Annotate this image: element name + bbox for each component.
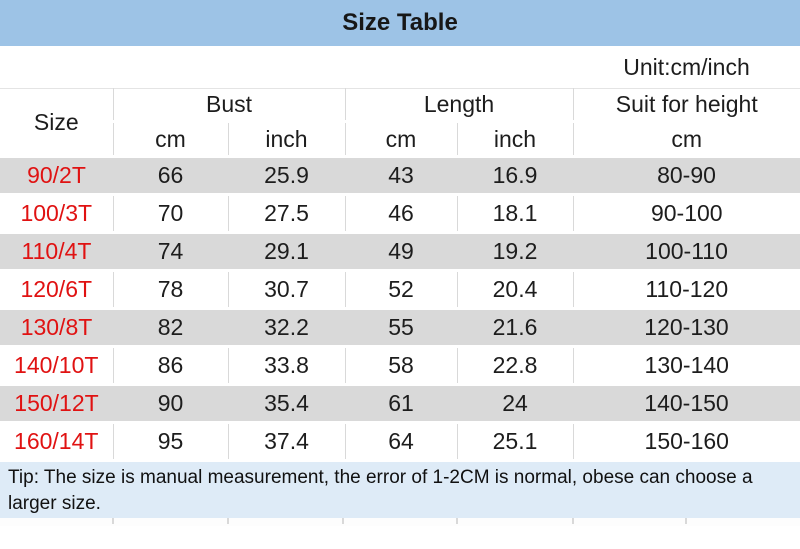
height-cm-cell: 100-110 — [573, 231, 800, 272]
subheader-height-cm: cm — [573, 120, 800, 158]
size-cell: 140/10T — [0, 345, 114, 386]
height-cm-cell: 150-160 — [573, 421, 800, 462]
subheader-bust-cm: cm — [113, 120, 229, 158]
size-cell: 110/4T — [0, 231, 113, 272]
bust-inch-cell: 27.5 — [228, 193, 346, 234]
bust-cm-cell: 90 — [113, 383, 228, 424]
table-row: 90/2T 66 25.9 43 16.9 80-90 — [0, 155, 800, 196]
length-cm-cell: 49 — [345, 231, 457, 272]
length-inch-cell: 22.8 — [457, 345, 574, 386]
table-row: 130/8T 82 32.2 55 21.6 120-130 — [0, 307, 800, 348]
length-cm-cell: 64 — [345, 421, 458, 462]
table-row: 160/14T 95 37.4 64 25.1 150-160 — [0, 421, 800, 462]
table-row: 150/12T 90 35.4 61 24 140-150 — [0, 383, 800, 424]
height-cm-cell: 120-130 — [573, 307, 800, 348]
length-inch-cell: 25.1 — [457, 421, 574, 462]
bust-inch-cell: 33.8 — [228, 345, 346, 386]
height-cm-cell: 140-150 — [573, 383, 800, 424]
size-table-body: 90/2T 66 25.9 43 16.9 80-90 100/3T 70 27.5 46 18.1… — [0, 155, 800, 462]
size-table: Size Bust Length Suit for height cm inch… — [0, 88, 800, 462]
size-cell: 90/2T — [0, 155, 113, 196]
bust-inch-cell: 37.4 — [228, 421, 346, 462]
unit-row: Unit:cm/inch — [0, 46, 800, 88]
bust-inch-cell: 25.9 — [228, 155, 345, 196]
length-inch-cell: 24 — [457, 383, 574, 424]
length-cm-cell: 58 — [345, 345, 458, 386]
bust-cm-cell: 74 — [113, 231, 228, 272]
table-row: 140/10T 86 33.8 58 22.8 130-140 — [0, 345, 800, 386]
subheader-length-inch: inch — [457, 120, 574, 158]
size-cell: 120/6T — [0, 269, 114, 310]
height-cm-cell: 130-140 — [573, 345, 800, 386]
size-cell: 150/12T — [0, 383, 113, 424]
header-row-units: cm inch cm inch cm — [0, 120, 800, 158]
unit-label: Unit:cm/inch — [623, 53, 750, 80]
length-inch-cell: 19.2 — [457, 231, 574, 272]
bust-inch-cell: 30.7 — [228, 269, 346, 310]
length-inch-cell: 18.1 — [457, 193, 574, 234]
length-cm-cell: 55 — [345, 307, 457, 348]
column-header-suit-for-height: Suit for height — [573, 88, 800, 122]
length-cm-cell: 46 — [345, 193, 458, 234]
bust-cm-cell: 70 — [113, 193, 229, 234]
table-title-bar: Size Table — [0, 0, 800, 46]
subheader-bust-inch: inch — [228, 120, 346, 158]
column-header-bust: Bust — [113, 88, 346, 122]
table-row: 110/4T 74 29.1 49 19.2 100-110 — [0, 231, 800, 272]
column-header-length: Length — [345, 88, 574, 122]
page-title: Size Table — [342, 9, 458, 36]
size-cell: 100/3T — [0, 193, 114, 234]
bust-inch-cell: 35.4 — [228, 383, 345, 424]
bust-cm-cell: 95 — [113, 421, 229, 462]
next-row-edge — [0, 518, 800, 526]
table-row: 100/3T 70 27.5 46 18.1 90-100 — [0, 193, 800, 234]
bust-cm-cell: 78 — [113, 269, 229, 310]
size-cell: 160/14T — [0, 421, 114, 462]
header-row-groups: Size Bust Length Suit for height — [0, 88, 800, 157]
length-cm-cell: 61 — [345, 383, 457, 424]
height-cm-cell: 110-120 — [573, 269, 800, 310]
length-inch-cell: 21.6 — [457, 307, 574, 348]
height-cm-cell: 80-90 — [573, 155, 800, 196]
length-inch-cell: 16.9 — [457, 155, 574, 196]
size-cell: 130/8T — [0, 307, 113, 348]
length-inch-cell: 20.4 — [457, 269, 574, 310]
bust-cm-cell: 66 — [113, 155, 228, 196]
column-header-size: Size — [0, 88, 114, 157]
length-cm-cell: 43 — [345, 155, 457, 196]
length-cm-cell: 52 — [345, 269, 458, 310]
bust-inch-cell: 32.2 — [228, 307, 345, 348]
table-row: 120/6T 78 30.7 52 20.4 110-120 — [0, 269, 800, 310]
bust-cm-cell: 82 — [113, 307, 228, 348]
bust-cm-cell: 86 — [113, 345, 229, 386]
height-cm-cell: 90-100 — [573, 193, 800, 234]
bust-inch-cell: 29.1 — [228, 231, 345, 272]
tip-text: Tip: The size is manual measurement, the… — [0, 462, 800, 518]
subheader-length-cm: cm — [345, 120, 458, 158]
